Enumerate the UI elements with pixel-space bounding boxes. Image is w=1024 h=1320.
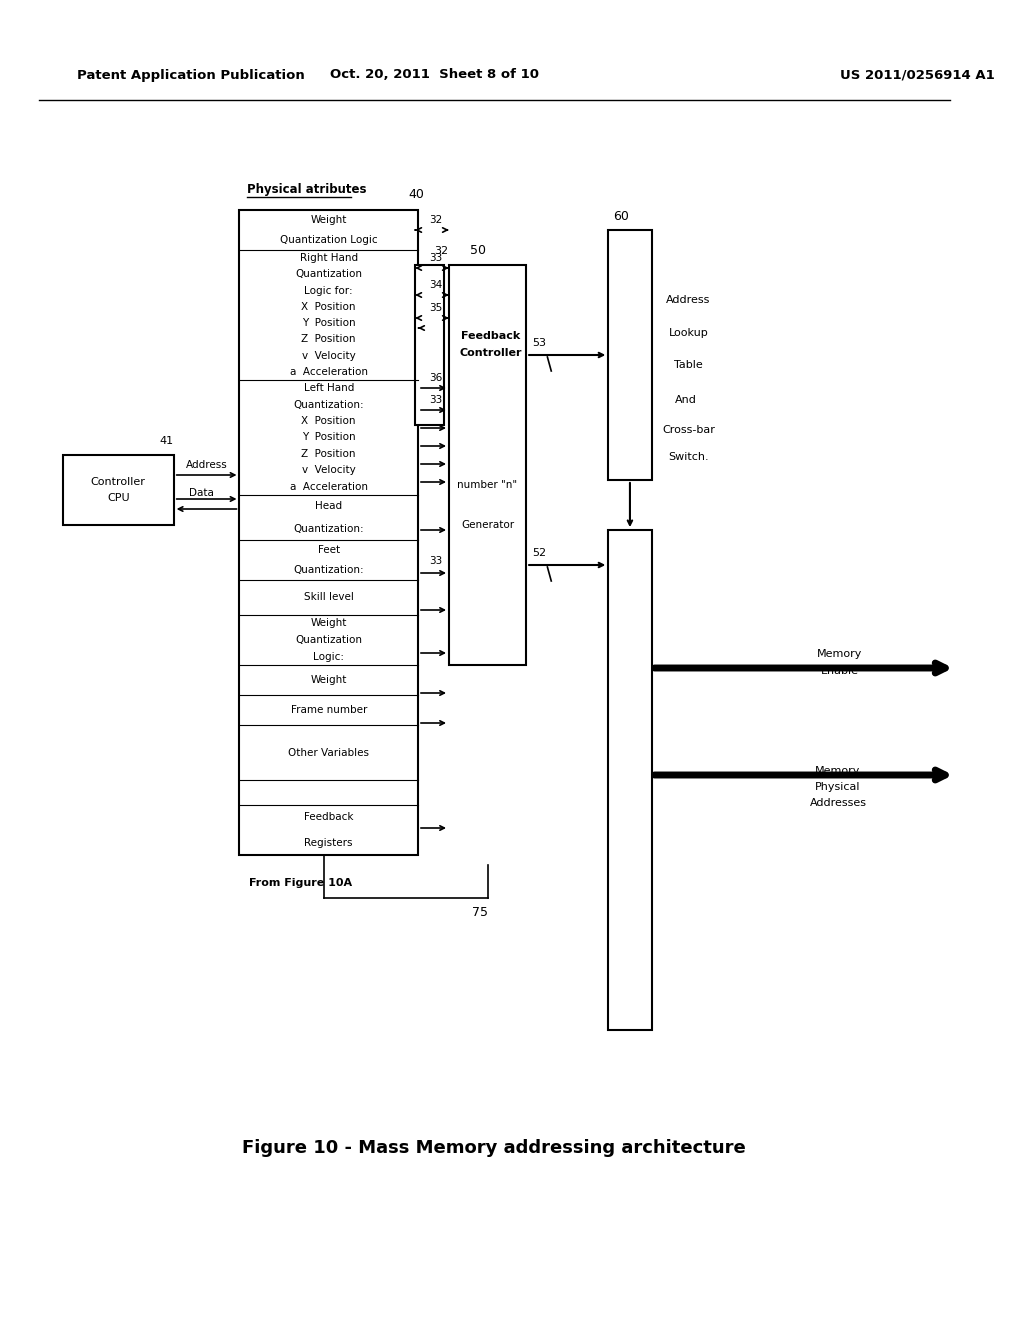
Bar <box>62 455 174 525</box>
Text: Addresses: Addresses <box>810 799 866 808</box>
Text: Switch.: Switch. <box>668 453 709 462</box>
Text: X  Position: X Position <box>301 416 356 426</box>
Text: 41: 41 <box>159 436 173 446</box>
Text: Physical: Physical <box>815 781 861 792</box>
Text: Z  Position: Z Position <box>301 449 356 459</box>
Text: Table: Table <box>674 360 702 370</box>
Text: Weight: Weight <box>310 675 347 685</box>
Text: US 2011/0256914 A1: US 2011/0256914 A1 <box>840 69 994 82</box>
Text: Feedback: Feedback <box>304 813 353 822</box>
Text: 34: 34 <box>429 280 442 290</box>
Text: 75: 75 <box>472 907 487 920</box>
Text: Right Hand: Right Hand <box>300 253 357 263</box>
Text: v  Velocity: v Velocity <box>302 466 355 475</box>
Text: Head: Head <box>315 502 342 511</box>
Bar <box>240 210 418 855</box>
Text: Address: Address <box>667 294 711 305</box>
Text: 35: 35 <box>429 304 442 313</box>
Text: Y  Position: Y Position <box>302 433 355 442</box>
Text: number "n": number "n" <box>458 480 517 490</box>
Text: Controller: Controller <box>459 348 521 358</box>
Text: From Figure 10A: From Figure 10A <box>249 878 352 888</box>
Text: Z  Position: Z Position <box>301 334 356 345</box>
Text: 36: 36 <box>429 374 442 383</box>
Text: Enable: Enable <box>821 667 859 676</box>
Text: Cross-bar: Cross-bar <box>662 425 715 436</box>
Text: Oct. 20, 2011  Sheet 8 of 10: Oct. 20, 2011 Sheet 8 of 10 <box>330 69 539 82</box>
Text: Quantization: Quantization <box>295 269 362 280</box>
Text: 52: 52 <box>532 548 547 558</box>
Text: Generator: Generator <box>461 520 514 531</box>
Text: Feet: Feet <box>317 545 340 554</box>
Text: Weight: Weight <box>310 215 347 224</box>
Text: Quantization:: Quantization: <box>294 565 365 576</box>
Text: 53: 53 <box>532 338 547 348</box>
Text: Y  Position: Y Position <box>302 318 355 329</box>
Text: And: And <box>675 395 696 405</box>
Text: Patent Application Publication: Patent Application Publication <box>77 69 305 82</box>
Text: Quantization:: Quantization: <box>294 524 365 533</box>
Text: Frame number: Frame number <box>291 705 367 715</box>
Text: Quantization Logic: Quantization Logic <box>280 235 378 246</box>
Text: 32: 32 <box>434 246 449 256</box>
Text: Quantization:: Quantization: <box>294 400 365 409</box>
Text: X  Position: X Position <box>301 302 356 312</box>
Text: Figure 10 - Mass Memory addressing architecture: Figure 10 - Mass Memory addressing archi… <box>243 1139 746 1158</box>
Text: Registers: Registers <box>304 837 353 847</box>
Text: CPU: CPU <box>106 492 130 503</box>
Text: Logic for:: Logic for: <box>304 285 353 296</box>
Text: Quantization: Quantization <box>295 635 362 645</box>
Text: v  Velocity: v Velocity <box>302 351 355 360</box>
Text: 32: 32 <box>429 215 442 224</box>
Text: Logic:: Logic: <box>313 652 344 661</box>
Text: a  Acceleration: a Acceleration <box>290 482 368 492</box>
Text: Memory: Memory <box>815 766 861 776</box>
Text: 33: 33 <box>429 253 442 263</box>
Bar <box>608 230 651 480</box>
Text: 60: 60 <box>613 210 629 223</box>
Text: 33: 33 <box>429 556 442 566</box>
Text: Other Variables: Other Variables <box>288 747 370 758</box>
Text: Memory: Memory <box>817 649 862 659</box>
Text: Feedback: Feedback <box>461 331 520 341</box>
Bar <box>415 265 444 425</box>
Bar <box>608 531 651 1030</box>
Text: Skill level: Skill level <box>304 593 353 602</box>
Text: 33: 33 <box>429 395 442 405</box>
Text: a  Acceleration: a Acceleration <box>290 367 368 378</box>
Text: Controller: Controller <box>91 477 145 487</box>
Text: Lookup: Lookup <box>669 327 709 338</box>
Text: Address: Address <box>185 459 227 470</box>
Text: Data: Data <box>189 488 214 498</box>
Text: Physical atributes: Physical atributes <box>247 183 367 195</box>
Bar <box>449 265 526 665</box>
Text: Weight: Weight <box>310 618 347 628</box>
Text: 50: 50 <box>470 244 485 257</box>
Text: 40: 40 <box>409 187 424 201</box>
Text: Left Hand: Left Hand <box>303 383 354 393</box>
